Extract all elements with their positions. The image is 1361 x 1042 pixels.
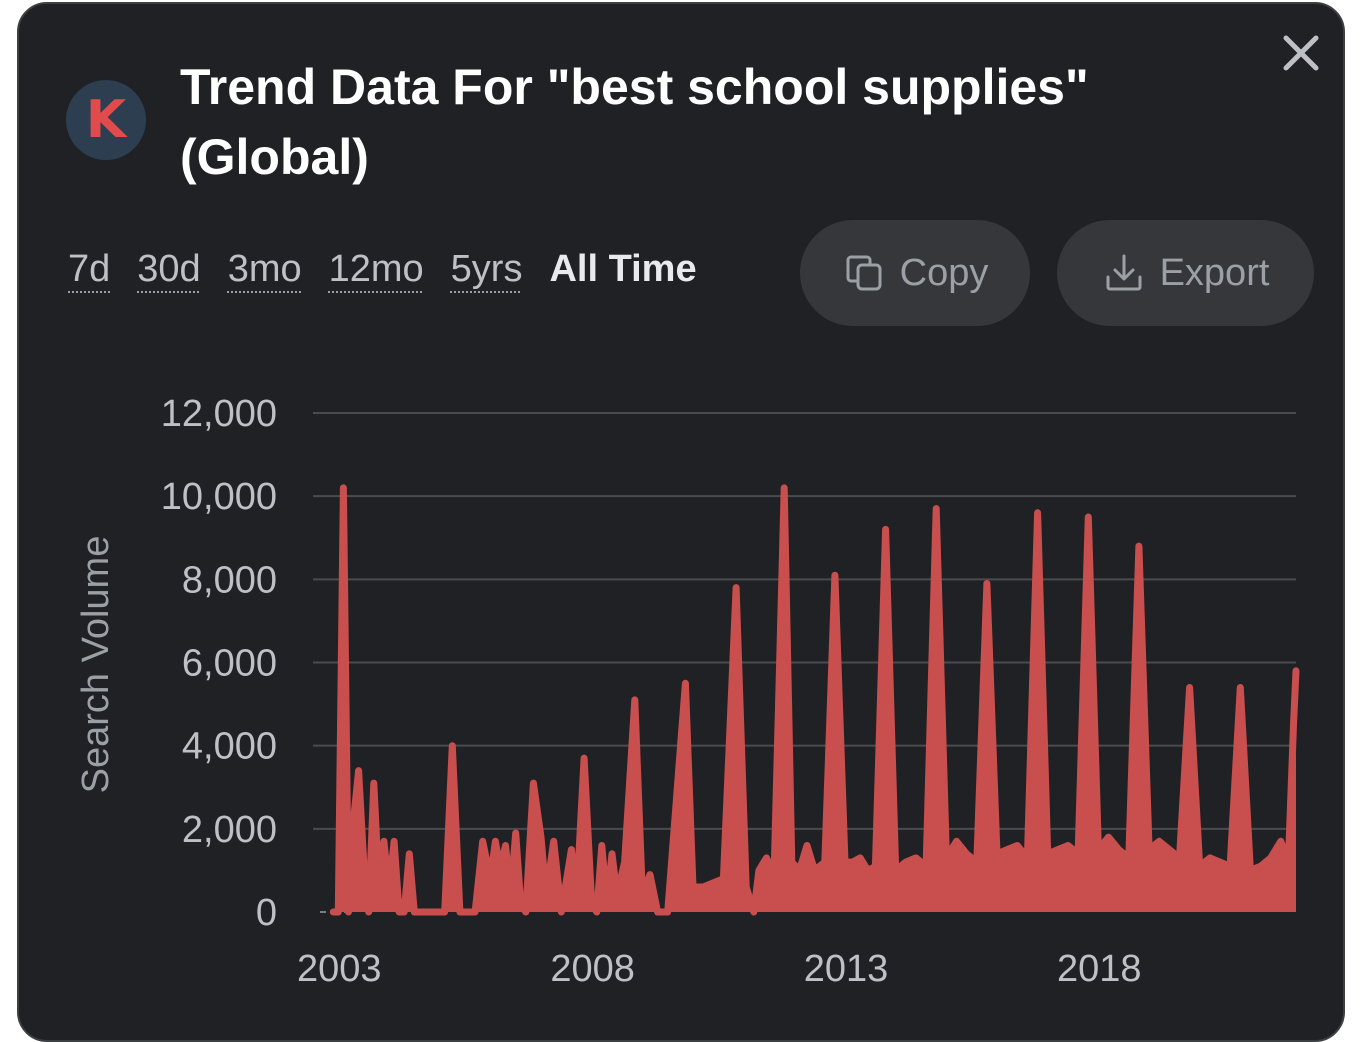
y-axis-title: Search Volume — [75, 536, 117, 794]
y-tick-label: 6,000 — [182, 643, 277, 685]
y-tick-label: 4,000 — [182, 726, 277, 768]
series-line — [333, 488, 1296, 912]
y-tick-label: 8,000 — [182, 559, 277, 601]
y-tick-label: 2,000 — [182, 809, 277, 851]
y-tick-label: 0 — [256, 892, 277, 934]
x-tick-label: 2018 — [1057, 948, 1142, 990]
x-tick-label: 2003 — [297, 948, 382, 990]
x-tick-label: 2013 — [804, 948, 889, 990]
y-tick-label: 12,000 — [161, 393, 277, 435]
y-tick-label: 10,000 — [161, 476, 277, 518]
x-tick-label: 2008 — [550, 948, 635, 990]
